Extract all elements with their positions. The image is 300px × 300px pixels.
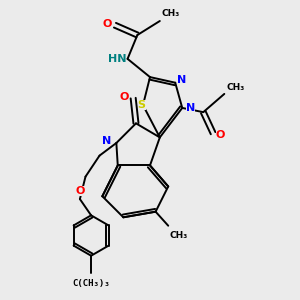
Text: O: O	[216, 130, 225, 140]
Text: CH₃: CH₃	[161, 9, 179, 18]
Text: CH₃: CH₃	[169, 231, 188, 240]
Text: O: O	[103, 19, 112, 29]
Text: S: S	[138, 100, 146, 110]
Text: O: O	[75, 186, 85, 196]
Text: N: N	[177, 75, 186, 85]
Text: HN: HN	[108, 54, 126, 64]
Text: N: N	[102, 136, 111, 146]
Text: CH₃: CH₃	[226, 83, 245, 92]
Text: N: N	[186, 103, 195, 113]
Text: O: O	[120, 92, 129, 102]
Text: C(CH₃)₃: C(CH₃)₃	[72, 279, 110, 288]
